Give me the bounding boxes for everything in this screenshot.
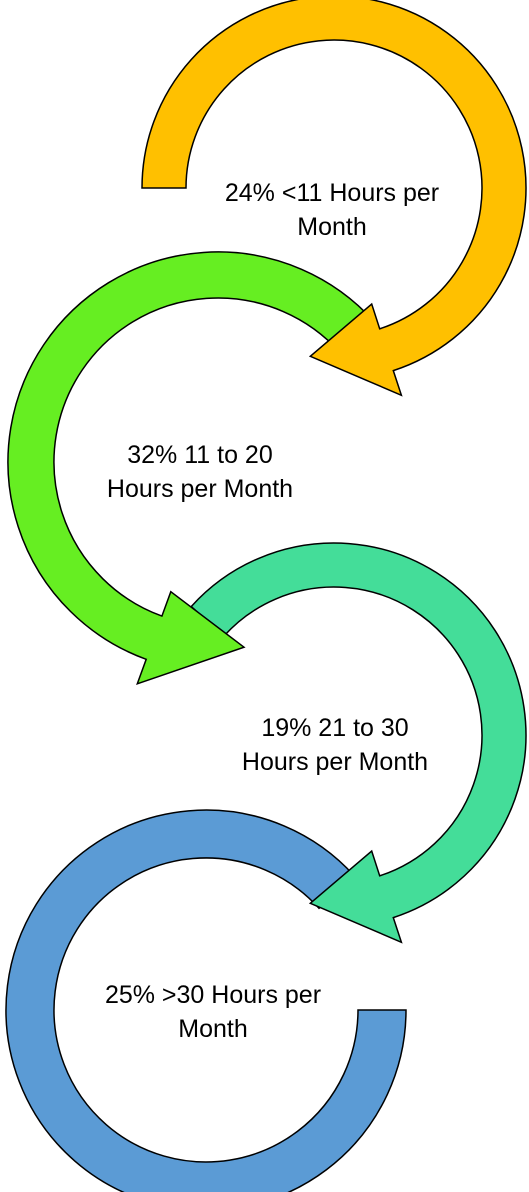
node-label: 24% <11 Hours per Month xyxy=(224,179,440,241)
node-label: 25% >30 Hours per Month xyxy=(104,981,322,1043)
arrow-blue xyxy=(5,809,407,1192)
arrow-orange xyxy=(141,0,527,397)
arrow-green xyxy=(7,251,376,686)
node-label: 19% 21 to 30 Hours per Month xyxy=(241,714,429,776)
node-label: 32% 11 to 20 Hours per Month xyxy=(106,441,294,503)
arrow-teal xyxy=(190,542,527,944)
